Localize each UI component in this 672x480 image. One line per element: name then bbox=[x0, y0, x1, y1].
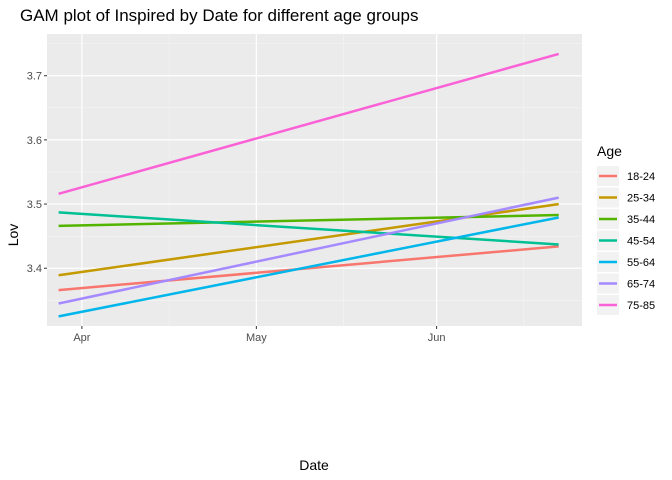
legend-label: 35-44 bbox=[627, 214, 655, 226]
legend-label: 55-64 bbox=[627, 257, 655, 269]
legend-title: Age bbox=[597, 143, 622, 159]
y-axis-label: Lov bbox=[5, 224, 21, 247]
series-line-18-24 bbox=[58, 245, 559, 292]
y-tick-label: 3.7 bbox=[27, 71, 42, 83]
x-tick-label: Jun bbox=[428, 332, 446, 344]
x-tick-label: Apr bbox=[73, 332, 90, 344]
y-tick-label: 3.6 bbox=[27, 135, 42, 147]
chart-title: GAM plot of Inspired by Date for differe… bbox=[20, 6, 418, 25]
series-lines bbox=[58, 52, 560, 318]
legend-label: 18-24 bbox=[627, 171, 655, 183]
legend-items: 18-24 25-34 35-44 45-54 55-64 65-74 75-85 bbox=[597, 166, 655, 315]
x-axis: Apr May Jun bbox=[73, 326, 445, 344]
x-axis-label: Date bbox=[299, 457, 329, 473]
x-tick-label: May bbox=[246, 332, 267, 344]
series-line-35-44 bbox=[58, 213, 559, 228]
legend: Age 18-24 25-34 35-44 45-54 55-64 65-74 75-85 bbox=[597, 143, 655, 315]
legend-label: 75-85 bbox=[627, 300, 655, 312]
series-line-65-74 bbox=[58, 196, 559, 305]
y-tick-label: 3.4 bbox=[27, 263, 42, 275]
plot-panel bbox=[47, 34, 582, 326]
series-line-75-85 bbox=[58, 52, 560, 196]
y-axis: 3.4 3.5 3.6 3.7 bbox=[27, 71, 47, 275]
legend-label: 45-54 bbox=[627, 236, 655, 248]
legend-label: 65-74 bbox=[627, 279, 655, 291]
series-line-55-64 bbox=[58, 216, 559, 318]
legend-label: 25-34 bbox=[627, 193, 655, 205]
y-tick-label: 3.5 bbox=[27, 199, 42, 211]
series-line-45-54 bbox=[58, 211, 559, 246]
